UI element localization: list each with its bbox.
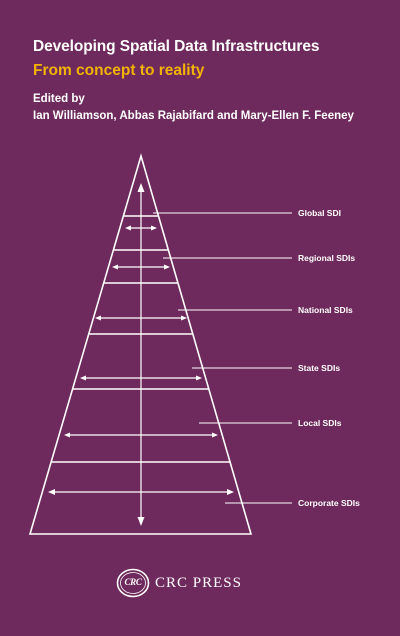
horizontal-double-arrow [64, 432, 218, 438]
editors-list: Ian Williamson, Abbas Rajabifard and Mar… [33, 110, 354, 122]
publisher-block: CRC CRC PRESS [0, 566, 400, 606]
horizontal-double-arrow [125, 225, 157, 231]
horizontal-double-arrow [80, 375, 202, 381]
level-label-national: National SDIs [298, 305, 353, 315]
level-label-state: State SDIs [298, 363, 341, 373]
publisher-name: CRC PRESS [155, 575, 242, 591]
horizontal-double-arrow [48, 489, 234, 495]
horizontal-double-arrow [95, 315, 187, 321]
level-label-global: Global SDI [298, 208, 341, 218]
book-subtitle: From concept to reality [33, 62, 205, 79]
vertical-double-arrow [137, 183, 145, 526]
level-label-corporate: Corporate SDIs [298, 498, 360, 508]
pyramid-outline [28, 153, 253, 535]
level-label-local: Local SDIs [298, 418, 342, 428]
crc-logo-icon: CRC [116, 568, 150, 598]
horizontal-double-arrow [112, 264, 170, 270]
level-label-regional: Regional SDIs [298, 253, 356, 263]
book-title: Developing Spatial Data Infrastructures [33, 38, 320, 55]
edited-by-label: Edited by [33, 93, 85, 105]
